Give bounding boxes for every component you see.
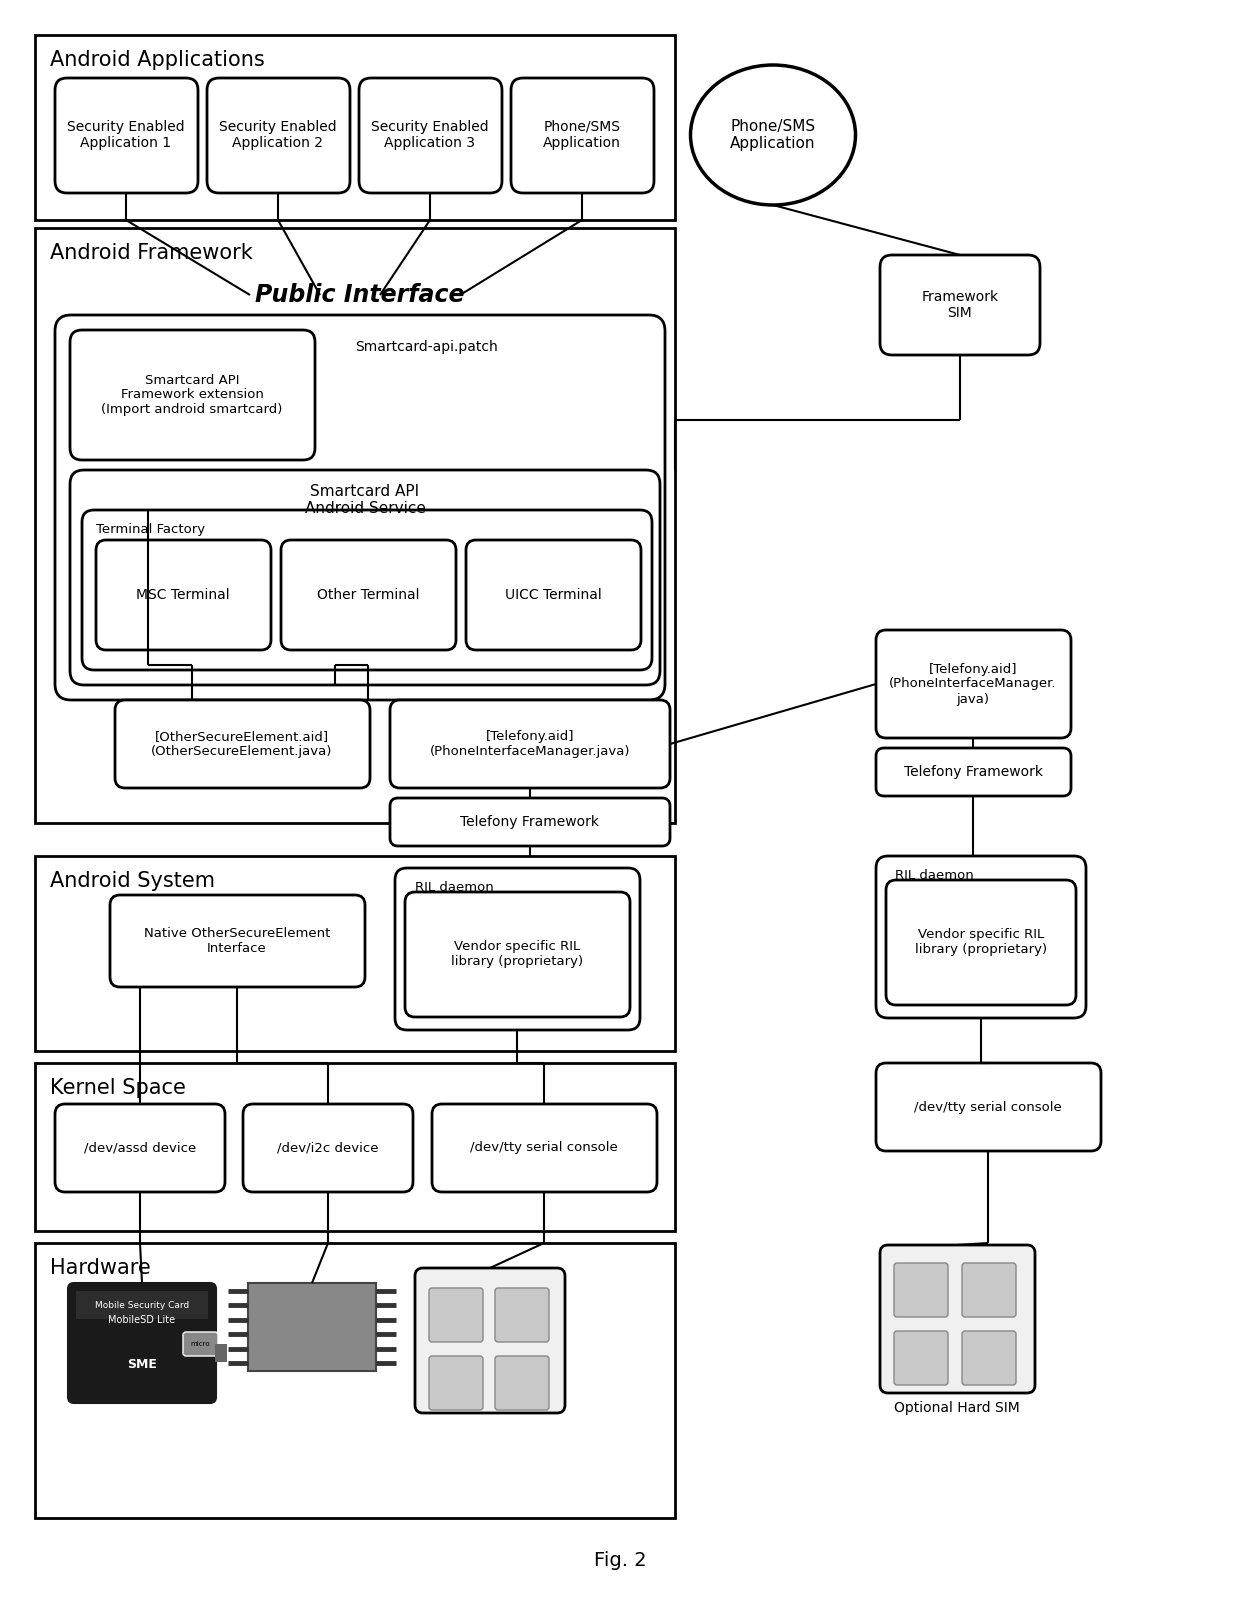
FancyBboxPatch shape bbox=[391, 700, 670, 788]
Text: Security Enabled
Application 1: Security Enabled Application 1 bbox=[67, 120, 185, 151]
Text: Native OtherSecureElement
Interface: Native OtherSecureElement Interface bbox=[144, 928, 330, 955]
FancyBboxPatch shape bbox=[466, 539, 641, 650]
Bar bbox=[215, 1343, 227, 1363]
Text: Public Interface: Public Interface bbox=[255, 282, 465, 307]
FancyBboxPatch shape bbox=[429, 1356, 484, 1411]
FancyBboxPatch shape bbox=[391, 798, 670, 846]
Text: Android Framework: Android Framework bbox=[50, 242, 253, 263]
FancyBboxPatch shape bbox=[110, 896, 365, 987]
FancyBboxPatch shape bbox=[207, 79, 350, 193]
FancyBboxPatch shape bbox=[962, 1263, 1016, 1318]
Text: /dev/assd device: /dev/assd device bbox=[84, 1141, 196, 1154]
Text: Telefony Framework: Telefony Framework bbox=[904, 766, 1043, 778]
Bar bbox=[35, 855, 675, 1051]
FancyBboxPatch shape bbox=[55, 315, 665, 700]
FancyBboxPatch shape bbox=[69, 470, 660, 685]
Text: /dev/tty serial console: /dev/tty serial console bbox=[914, 1101, 1061, 1114]
FancyBboxPatch shape bbox=[880, 1245, 1035, 1393]
FancyBboxPatch shape bbox=[405, 892, 630, 1018]
Text: Phone/SMS
Application: Phone/SMS Application bbox=[543, 120, 621, 151]
FancyBboxPatch shape bbox=[68, 1282, 216, 1403]
FancyBboxPatch shape bbox=[495, 1356, 549, 1411]
FancyBboxPatch shape bbox=[69, 331, 315, 461]
FancyBboxPatch shape bbox=[360, 79, 502, 193]
Text: Kernel Space: Kernel Space bbox=[50, 1079, 186, 1098]
Bar bbox=[35, 1063, 675, 1231]
Text: Android Applications: Android Applications bbox=[50, 50, 265, 71]
Text: Framework
SIM: Framework SIM bbox=[921, 291, 998, 319]
FancyBboxPatch shape bbox=[887, 880, 1076, 1005]
Text: Android System: Android System bbox=[50, 872, 215, 891]
FancyBboxPatch shape bbox=[432, 1104, 657, 1193]
Text: [Telefony.aid]
(PhoneInterfaceManager.
java): [Telefony.aid] (PhoneInterfaceManager. j… bbox=[889, 663, 1056, 706]
Text: MobileSD Lite: MobileSD Lite bbox=[108, 1314, 176, 1326]
Text: Vendor specific RIL
library (proprietary): Vendor specific RIL library (proprietary… bbox=[451, 941, 583, 968]
FancyBboxPatch shape bbox=[281, 539, 456, 650]
Text: Smartcard API
Framework extension
(Import android smartcard): Smartcard API Framework extension (Impor… bbox=[102, 374, 283, 417]
FancyBboxPatch shape bbox=[962, 1331, 1016, 1385]
FancyBboxPatch shape bbox=[55, 1104, 224, 1193]
Text: Other Terminal: Other Terminal bbox=[316, 587, 419, 602]
Text: Mobile Security Card: Mobile Security Card bbox=[95, 1300, 190, 1310]
FancyBboxPatch shape bbox=[495, 1287, 549, 1342]
Text: RIL daemon: RIL daemon bbox=[895, 868, 973, 883]
Text: Fig. 2: Fig. 2 bbox=[594, 1550, 646, 1570]
Bar bbox=[35, 1242, 675, 1518]
FancyBboxPatch shape bbox=[184, 1332, 218, 1356]
Text: Security Enabled
Application 2: Security Enabled Application 2 bbox=[219, 120, 337, 151]
FancyBboxPatch shape bbox=[415, 1268, 565, 1412]
FancyBboxPatch shape bbox=[243, 1104, 413, 1193]
Text: Optional Hard SIM: Optional Hard SIM bbox=[894, 1401, 1019, 1416]
Text: Smartcard API
Android Service: Smartcard API Android Service bbox=[305, 483, 425, 517]
FancyBboxPatch shape bbox=[429, 1287, 484, 1342]
FancyBboxPatch shape bbox=[95, 539, 272, 650]
Text: [OtherSecureElement.aid]
(OtherSecureElement.java): [OtherSecureElement.aid] (OtherSecureEle… bbox=[151, 730, 332, 758]
FancyBboxPatch shape bbox=[894, 1263, 949, 1318]
FancyBboxPatch shape bbox=[55, 79, 198, 193]
FancyBboxPatch shape bbox=[115, 700, 370, 788]
FancyBboxPatch shape bbox=[396, 868, 640, 1030]
Bar bbox=[35, 228, 675, 823]
Ellipse shape bbox=[691, 64, 856, 205]
Bar bbox=[35, 35, 675, 220]
Text: RIL daemon: RIL daemon bbox=[415, 881, 494, 894]
Text: micro: micro bbox=[190, 1342, 210, 1347]
Text: /dev/i2c device: /dev/i2c device bbox=[278, 1141, 378, 1154]
Text: [Telefony.aid]
(PhoneInterfaceManager.java): [Telefony.aid] (PhoneInterfaceManager.ja… bbox=[430, 730, 630, 758]
FancyBboxPatch shape bbox=[511, 79, 653, 193]
Bar bbox=[248, 1282, 376, 1371]
FancyBboxPatch shape bbox=[875, 631, 1071, 738]
Text: Telefony Framework: Telefony Framework bbox=[460, 815, 599, 830]
Text: Hardware: Hardware bbox=[50, 1258, 151, 1278]
FancyBboxPatch shape bbox=[875, 1063, 1101, 1151]
FancyBboxPatch shape bbox=[875, 748, 1071, 796]
Text: SME: SME bbox=[126, 1358, 157, 1372]
Text: Phone/SMS
Application: Phone/SMS Application bbox=[730, 119, 816, 151]
Bar bbox=[76, 1290, 208, 1319]
Text: Smartcard-api.patch: Smartcard-api.patch bbox=[355, 340, 497, 355]
FancyBboxPatch shape bbox=[894, 1331, 949, 1385]
Text: Terminal Factory: Terminal Factory bbox=[95, 523, 205, 536]
Text: Security Enabled
Application 3: Security Enabled Application 3 bbox=[371, 120, 489, 151]
FancyBboxPatch shape bbox=[82, 510, 652, 669]
Text: UICC Terminal: UICC Terminal bbox=[505, 587, 601, 602]
Text: /dev/tty serial console: /dev/tty serial console bbox=[470, 1141, 618, 1154]
FancyBboxPatch shape bbox=[875, 855, 1086, 1018]
FancyBboxPatch shape bbox=[880, 255, 1040, 355]
Text: Vendor specific RIL
library (proprietary): Vendor specific RIL library (proprietary… bbox=[915, 928, 1047, 957]
Text: MSC Terminal: MSC Terminal bbox=[136, 587, 229, 602]
